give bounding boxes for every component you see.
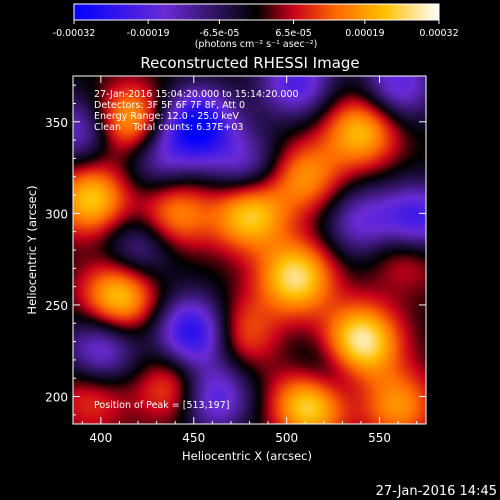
y-tick-label: 300 [45,207,68,221]
colorbar-tick-label: -0.00032 [53,28,96,39]
annotation-detectors: Detectors: 3F 5F 6F 7F 8F, Att 0 [94,100,245,111]
annotation-time-range: 27-Jan-2016 15:04:20.000 to 15:14:20.000 [94,89,299,100]
x-tick-label: 450 [182,431,205,445]
annotation-peak-position: Position of Peak = [513,197] [94,400,229,411]
annotation-block: 27-Jan-2016 15:04:20.000 to 15:14:20.000… [94,89,299,411]
y-tick-label: 250 [45,299,68,313]
colorbar: -0.00032 -0.00019 -6.5e-05 6.5e-05 0.00019 0.… [53,3,459,50]
chart-title: Reconstructed RHESSI Image [140,54,359,72]
colorbar-tick-label: 6.5e-05 [275,28,311,39]
colorbar-tick-label: -0.00019 [127,28,170,39]
y-tick-label: 200 [45,391,68,405]
colorbar-unit-label: (photons cm⁻² s⁻¹ asec⁻²) [195,39,318,50]
colorbar-tick-label: -6.5e-05 [199,28,239,39]
x-tick-label: 550 [368,431,391,445]
colorbar-tick-label: 0.00032 [419,28,458,39]
colorbar-gradient [73,3,440,21]
y-tick-label: 350 [45,116,68,130]
heatmap-image [73,76,426,424]
plot-area: 400 450 500 550 200 250 300 350 [45,75,427,445]
annotation-energy-range: Energy Range: 12.0 - 25.0 keV [94,111,239,122]
footer-timestamp: 27-Jan-2016 14:45 [376,484,497,499]
x-tick-label: 400 [89,431,112,445]
y-axis-label: Heliocentric Y (arcsec) [25,185,39,314]
annotation-clean: Clean Total counts: 6.37E+03 [94,122,243,133]
x-tick-label: 500 [275,431,298,445]
x-axis-label: Heliocentric X (arcsec) [182,449,312,463]
heatmap-raster [73,76,426,424]
axis-ticks: 400 450 500 550 200 250 300 350 [45,76,426,445]
colorbar-tick-label: 0.00019 [345,28,384,39]
colorbar-ticks: -0.00032 -0.00019 -6.5e-05 6.5e-05 0.00019 0.… [53,20,459,39]
